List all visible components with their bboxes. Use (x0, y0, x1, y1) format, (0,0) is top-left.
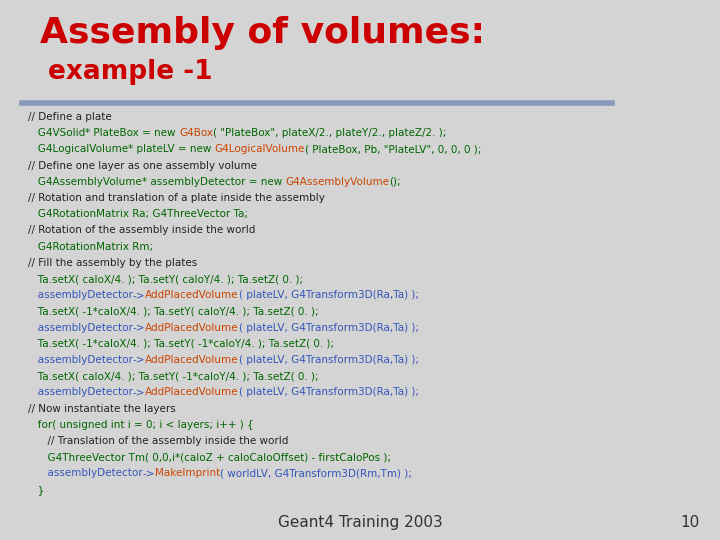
Text: Geant4 Training 2003: Geant4 Training 2003 (278, 515, 442, 530)
Text: ( plateLV, G4Transform3D(Ra,Ta) );: ( plateLV, G4Transform3D(Ra,Ta) ); (239, 290, 419, 300)
Text: assemblyDetector: assemblyDetector (28, 468, 143, 478)
Text: 10: 10 (680, 515, 700, 530)
Text: ->: -> (133, 322, 145, 333)
Text: G4RotationMatrix Rm;: G4RotationMatrix Rm; (28, 241, 153, 252)
Text: ( "PlateBox", plateX/2., plateY/2., plateZ/2. );: ( "PlateBox", plateX/2., plateY/2., plat… (213, 128, 446, 138)
Text: G4LogicalVolume: G4LogicalVolume (215, 144, 305, 154)
Text: * assemblyDetector = new: * assemblyDetector = new (142, 177, 285, 187)
Text: Ta.setX( -1*caloX/4. ); Ta.setY( -1*caloY/4. ); Ta.setZ( 0. );: Ta.setX( -1*caloX/4. ); Ta.setY( -1*calo… (28, 339, 334, 349)
Text: assemblyDetector: assemblyDetector (28, 322, 133, 333)
Text: G4AssemblyVolume: G4AssemblyVolume (28, 177, 142, 187)
Text: Ta.setX( -1*caloX/4. ); Ta.setY( caloY/4. ); Ta.setZ( 0. );: Ta.setX( -1*caloX/4. ); Ta.setY( caloY/4… (28, 306, 319, 316)
Text: assemblyDetector: assemblyDetector (28, 290, 133, 300)
Text: * PlateBox = new: * PlateBox = new (85, 128, 179, 138)
Text: Ta.setX( caloX/4. ); Ta.setY( -1*caloY/4. ); Ta.setZ( 0. );: Ta.setX( caloX/4. ); Ta.setY( -1*caloY/4… (28, 371, 319, 381)
Text: ->: -> (133, 290, 145, 300)
Text: ( PlateBox, Pb, "PlateLV", 0, 0, 0 );: ( PlateBox, Pb, "PlateLV", 0, 0, 0 ); (305, 144, 482, 154)
Text: AddPlacedVolume: AddPlacedVolume (145, 355, 239, 365)
Text: AddPlacedVolume: AddPlacedVolume (145, 387, 239, 397)
Text: example -1: example -1 (48, 59, 212, 85)
Text: G4ThreeVector Tm( 0,0,i*(caloZ + caloCaloOffset) - firstCaloPos );: G4ThreeVector Tm( 0,0,i*(caloZ + caloCal… (28, 452, 391, 462)
Text: ();: (); (390, 177, 401, 187)
Text: // Rotation of the assembly inside the world: // Rotation of the assembly inside the w… (28, 225, 256, 235)
Text: // Fill the assembly by the plates: // Fill the assembly by the plates (28, 258, 197, 268)
Text: G4RotationMatrix Ra; G4ThreeVector Ta;: G4RotationMatrix Ra; G4ThreeVector Ta; (28, 209, 248, 219)
Text: // Define one layer as one assembly volume: // Define one layer as one assembly volu… (28, 160, 257, 171)
Text: // Define a plate: // Define a plate (28, 112, 112, 122)
Text: MakeImprint: MakeImprint (155, 468, 220, 478)
Text: }: } (28, 484, 45, 495)
Text: G4VSolid: G4VSolid (28, 128, 85, 138)
Text: G4AssemblyVolume: G4AssemblyVolume (285, 177, 390, 187)
Text: ->: -> (133, 387, 145, 397)
Text: * plateLV = new: * plateLV = new (128, 144, 215, 154)
Text: for( unsigned int i = 0; i < layers; i++ ) {: for( unsigned int i = 0; i < layers; i++… (28, 420, 253, 430)
Text: AddPlacedVolume: AddPlacedVolume (145, 322, 239, 333)
Text: G4Box: G4Box (179, 128, 213, 138)
Text: ( plateLV, G4Transform3D(Ra,Ta) );: ( plateLV, G4Transform3D(Ra,Ta) ); (239, 387, 419, 397)
Text: ( plateLV, G4Transform3D(Ra,Ta) );: ( plateLV, G4Transform3D(Ra,Ta) ); (239, 355, 419, 365)
Text: ( worldLV, G4Transform3D(Rm,Tm) );: ( worldLV, G4Transform3D(Rm,Tm) ); (220, 468, 413, 478)
Text: // Translation of the assembly inside the world: // Translation of the assembly inside th… (28, 436, 289, 446)
Text: ->: -> (133, 355, 145, 365)
Text: // Now instantiate the layers: // Now instantiate the layers (28, 403, 176, 414)
Text: G4LogicalVolume: G4LogicalVolume (28, 144, 128, 154)
Text: AddPlacedVolume: AddPlacedVolume (145, 290, 239, 300)
Text: ( plateLV, G4Transform3D(Ra,Ta) );: ( plateLV, G4Transform3D(Ra,Ta) ); (239, 322, 419, 333)
Text: Assembly of volumes:: Assembly of volumes: (40, 16, 485, 50)
Text: Ta.setX( caloX/4. ); Ta.setY( caloY/4. ); Ta.setZ( 0. );: Ta.setX( caloX/4. ); Ta.setY( caloY/4. )… (28, 274, 303, 284)
Text: assemblyDetector: assemblyDetector (28, 355, 133, 365)
Text: ->: -> (143, 468, 155, 478)
Text: assemblyDetector: assemblyDetector (28, 387, 133, 397)
Text: // Rotation and translation of a plate inside the assembly: // Rotation and translation of a plate i… (28, 193, 325, 203)
